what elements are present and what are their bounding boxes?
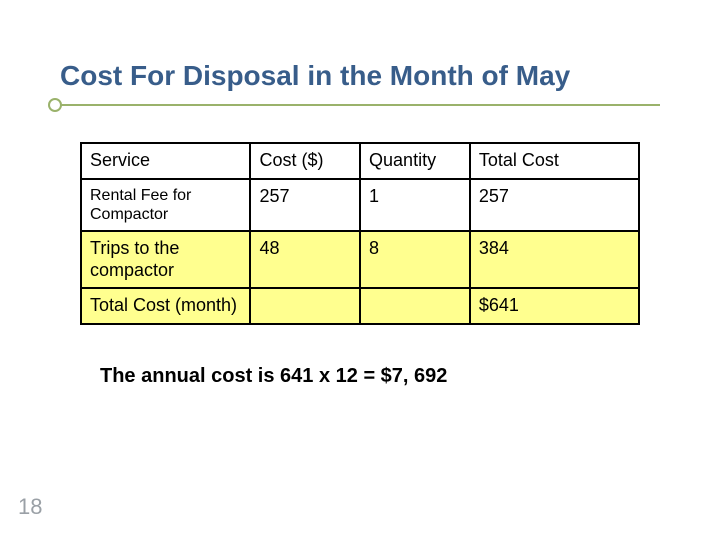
title-underline-bullet xyxy=(48,98,62,112)
slide-number: 18 xyxy=(18,494,42,520)
cell-rental-cost: 257 xyxy=(250,179,360,231)
title-underline-line xyxy=(60,104,660,106)
title-underline xyxy=(60,98,660,112)
table-header-row: Service Cost ($) Quantity Total Cost xyxy=(81,143,639,179)
cell-trips-service: Trips to the compactor xyxy=(81,231,250,288)
header-service: Service xyxy=(81,143,250,179)
annual-cost-note: The annual cost is 641 x 12 = $7, 692 xyxy=(100,365,660,388)
cell-trips-total: 384 xyxy=(470,231,639,288)
header-cost: Cost ($) xyxy=(250,143,360,179)
cell-trips-cost: 48 xyxy=(250,231,360,288)
cell-total-qty xyxy=(360,288,470,324)
header-quantity: Quantity xyxy=(360,143,470,179)
cell-rental-qty: 1 xyxy=(360,179,470,231)
cell-total-cost xyxy=(250,288,360,324)
table-row-total: Total Cost (month) $641 xyxy=(81,288,639,324)
cell-total-total: $641 xyxy=(470,288,639,324)
cell-trips-qty: 8 xyxy=(360,231,470,288)
cell-rental-service: Rental Fee for Compactor xyxy=(81,179,250,231)
cell-rental-total: 257 xyxy=(470,179,639,231)
cell-total-service: Total Cost (month) xyxy=(81,288,250,324)
table-row-rental: Rental Fee for Compactor 257 1 257 xyxy=(81,179,639,231)
slide-title: Cost For Disposal in the Month of May xyxy=(60,60,660,92)
header-total: Total Cost xyxy=(470,143,639,179)
cost-table: Service Cost ($) Quantity Total Cost Ren… xyxy=(80,142,640,325)
table-row-trips: Trips to the compactor 48 8 384 xyxy=(81,231,639,288)
